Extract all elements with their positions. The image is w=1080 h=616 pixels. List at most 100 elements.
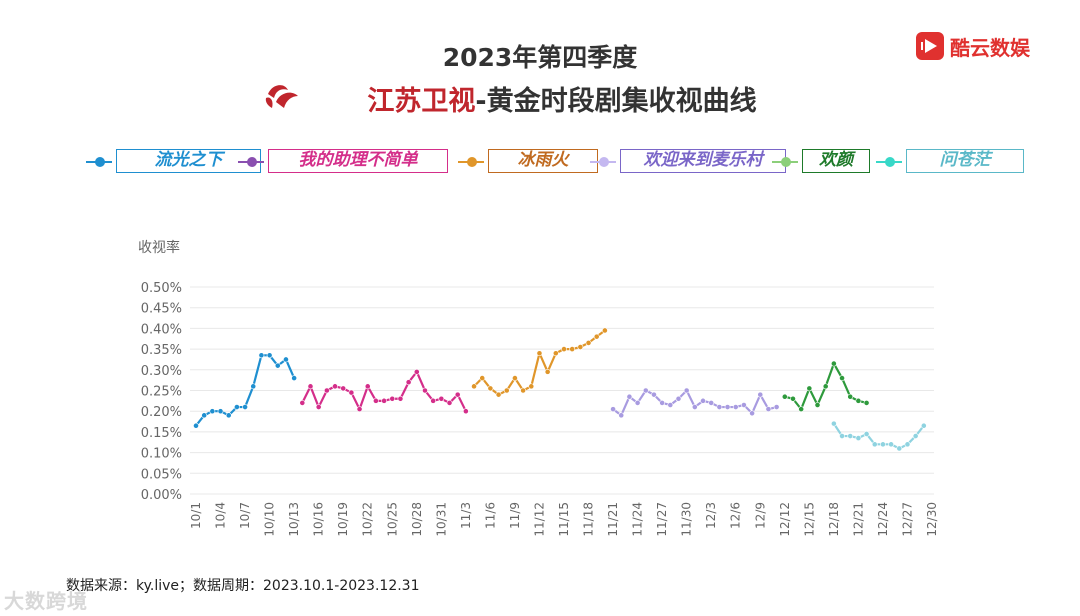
x-tick-label: 11/9 — [508, 502, 522, 529]
brand-logo: 酷云数娱 — [916, 30, 1030, 62]
x-tick-label: 12/15 — [802, 502, 816, 537]
x-tick-label: 11/30 — [680, 502, 694, 537]
x-tick-label: 10/16 — [312, 502, 326, 537]
x-tick-label: 10/25 — [385, 502, 399, 537]
data-point — [634, 400, 641, 406]
data-point — [217, 408, 224, 415]
y-tick-label: 0.10% — [141, 447, 182, 462]
data-point — [610, 406, 616, 413]
data-point — [250, 383, 257, 390]
data-point — [847, 433, 854, 439]
data-point — [839, 433, 845, 439]
subtitle-rest: -黄金时段剧集收视曲线 — [475, 86, 757, 117]
chart-subtitle: 江苏卫视-黄金时段剧集收视曲线 — [0, 79, 1080, 118]
data-point — [348, 389, 355, 396]
legend-label: 欢颜 — [802, 149, 870, 173]
data-point — [569, 346, 576, 352]
legend-marker — [467, 157, 477, 167]
data-point — [855, 435, 862, 442]
data-point — [675, 395, 682, 402]
data-point — [201, 412, 208, 419]
data-point — [438, 395, 445, 402]
data-point — [741, 402, 747, 408]
data-point — [667, 402, 674, 408]
data-point — [839, 375, 845, 381]
x-tick-label: 12/24 — [876, 502, 890, 537]
legend-label: 问苍茫 — [906, 149, 1024, 173]
data-point — [373, 397, 379, 404]
x-tick-label: 11/21 — [606, 502, 620, 537]
x-tick-label: 10/1 — [189, 502, 203, 529]
data-point — [822, 383, 829, 390]
data-point — [340, 385, 347, 392]
brand-name: 酷云数娱 — [950, 35, 1030, 60]
data-point — [651, 391, 657, 398]
x-tick-label: 12/12 — [778, 502, 792, 537]
y-tick-label: 0.15% — [141, 426, 182, 441]
x-tick-label: 12/3 — [704, 502, 718, 529]
data-point — [283, 356, 289, 363]
legend-marker — [885, 157, 895, 167]
data-point — [274, 362, 281, 369]
data-point — [601, 327, 608, 334]
data-point — [724, 404, 731, 410]
data-point — [708, 400, 715, 406]
data-point — [487, 385, 494, 392]
x-tick-label: 11/18 — [582, 502, 596, 537]
data-point — [781, 393, 788, 400]
x-tick-label: 11/12 — [532, 502, 546, 537]
data-point — [503, 387, 510, 394]
data-point — [299, 400, 306, 406]
x-tick-label: 10/22 — [361, 502, 375, 537]
data-point — [544, 368, 551, 375]
data-point — [258, 352, 265, 359]
chart-legend: 流光之下 我的助理不简单 冰雨火 欢迎来到麦乐村 欢颜 问苍茫 — [0, 149, 1080, 175]
x-tick-label: 10/4 — [214, 502, 228, 529]
y-axis-label: 收视率 — [138, 240, 180, 256]
data-point — [561, 346, 567, 352]
data-point — [381, 397, 387, 404]
y-tick-label: 0.45% — [141, 302, 182, 317]
y-tick-label: 0.20% — [141, 405, 182, 420]
data-point — [389, 395, 396, 402]
data-point — [732, 404, 739, 410]
data-point — [307, 383, 314, 390]
data-point — [830, 360, 837, 367]
data-point — [233, 404, 240, 410]
data-point — [773, 404, 780, 410]
x-tick-label: 10/31 — [434, 502, 448, 537]
data-point — [618, 412, 625, 419]
data-point — [266, 352, 273, 359]
data-point — [552, 350, 559, 357]
data-point — [193, 422, 199, 429]
data-point — [912, 433, 919, 439]
x-tick-label: 12/21 — [851, 502, 865, 537]
x-tick-label: 10/10 — [263, 502, 277, 537]
y-tick-label: 0.30% — [141, 364, 182, 379]
data-point — [332, 383, 338, 390]
data-point — [798, 406, 805, 413]
data-point — [479, 375, 486, 381]
data-point — [225, 412, 232, 419]
data-point — [430, 397, 437, 404]
data-point — [422, 387, 428, 394]
data-point — [585, 339, 592, 346]
data-point — [765, 406, 772, 413]
data-point — [209, 408, 216, 415]
data-point — [291, 375, 298, 381]
data-point — [871, 441, 878, 448]
data-point — [323, 387, 330, 394]
data-point — [757, 391, 764, 398]
data-point — [888, 441, 895, 448]
data-point — [495, 391, 502, 398]
data-point — [920, 422, 927, 429]
data-point — [863, 431, 870, 437]
data-point — [462, 408, 469, 415]
data-point — [659, 400, 666, 406]
data-point — [855, 397, 862, 404]
x-tick-label: 11/24 — [631, 502, 645, 537]
data-point — [413, 368, 420, 375]
data-point — [683, 387, 690, 394]
watermark: 大数跨境 — [4, 589, 88, 613]
